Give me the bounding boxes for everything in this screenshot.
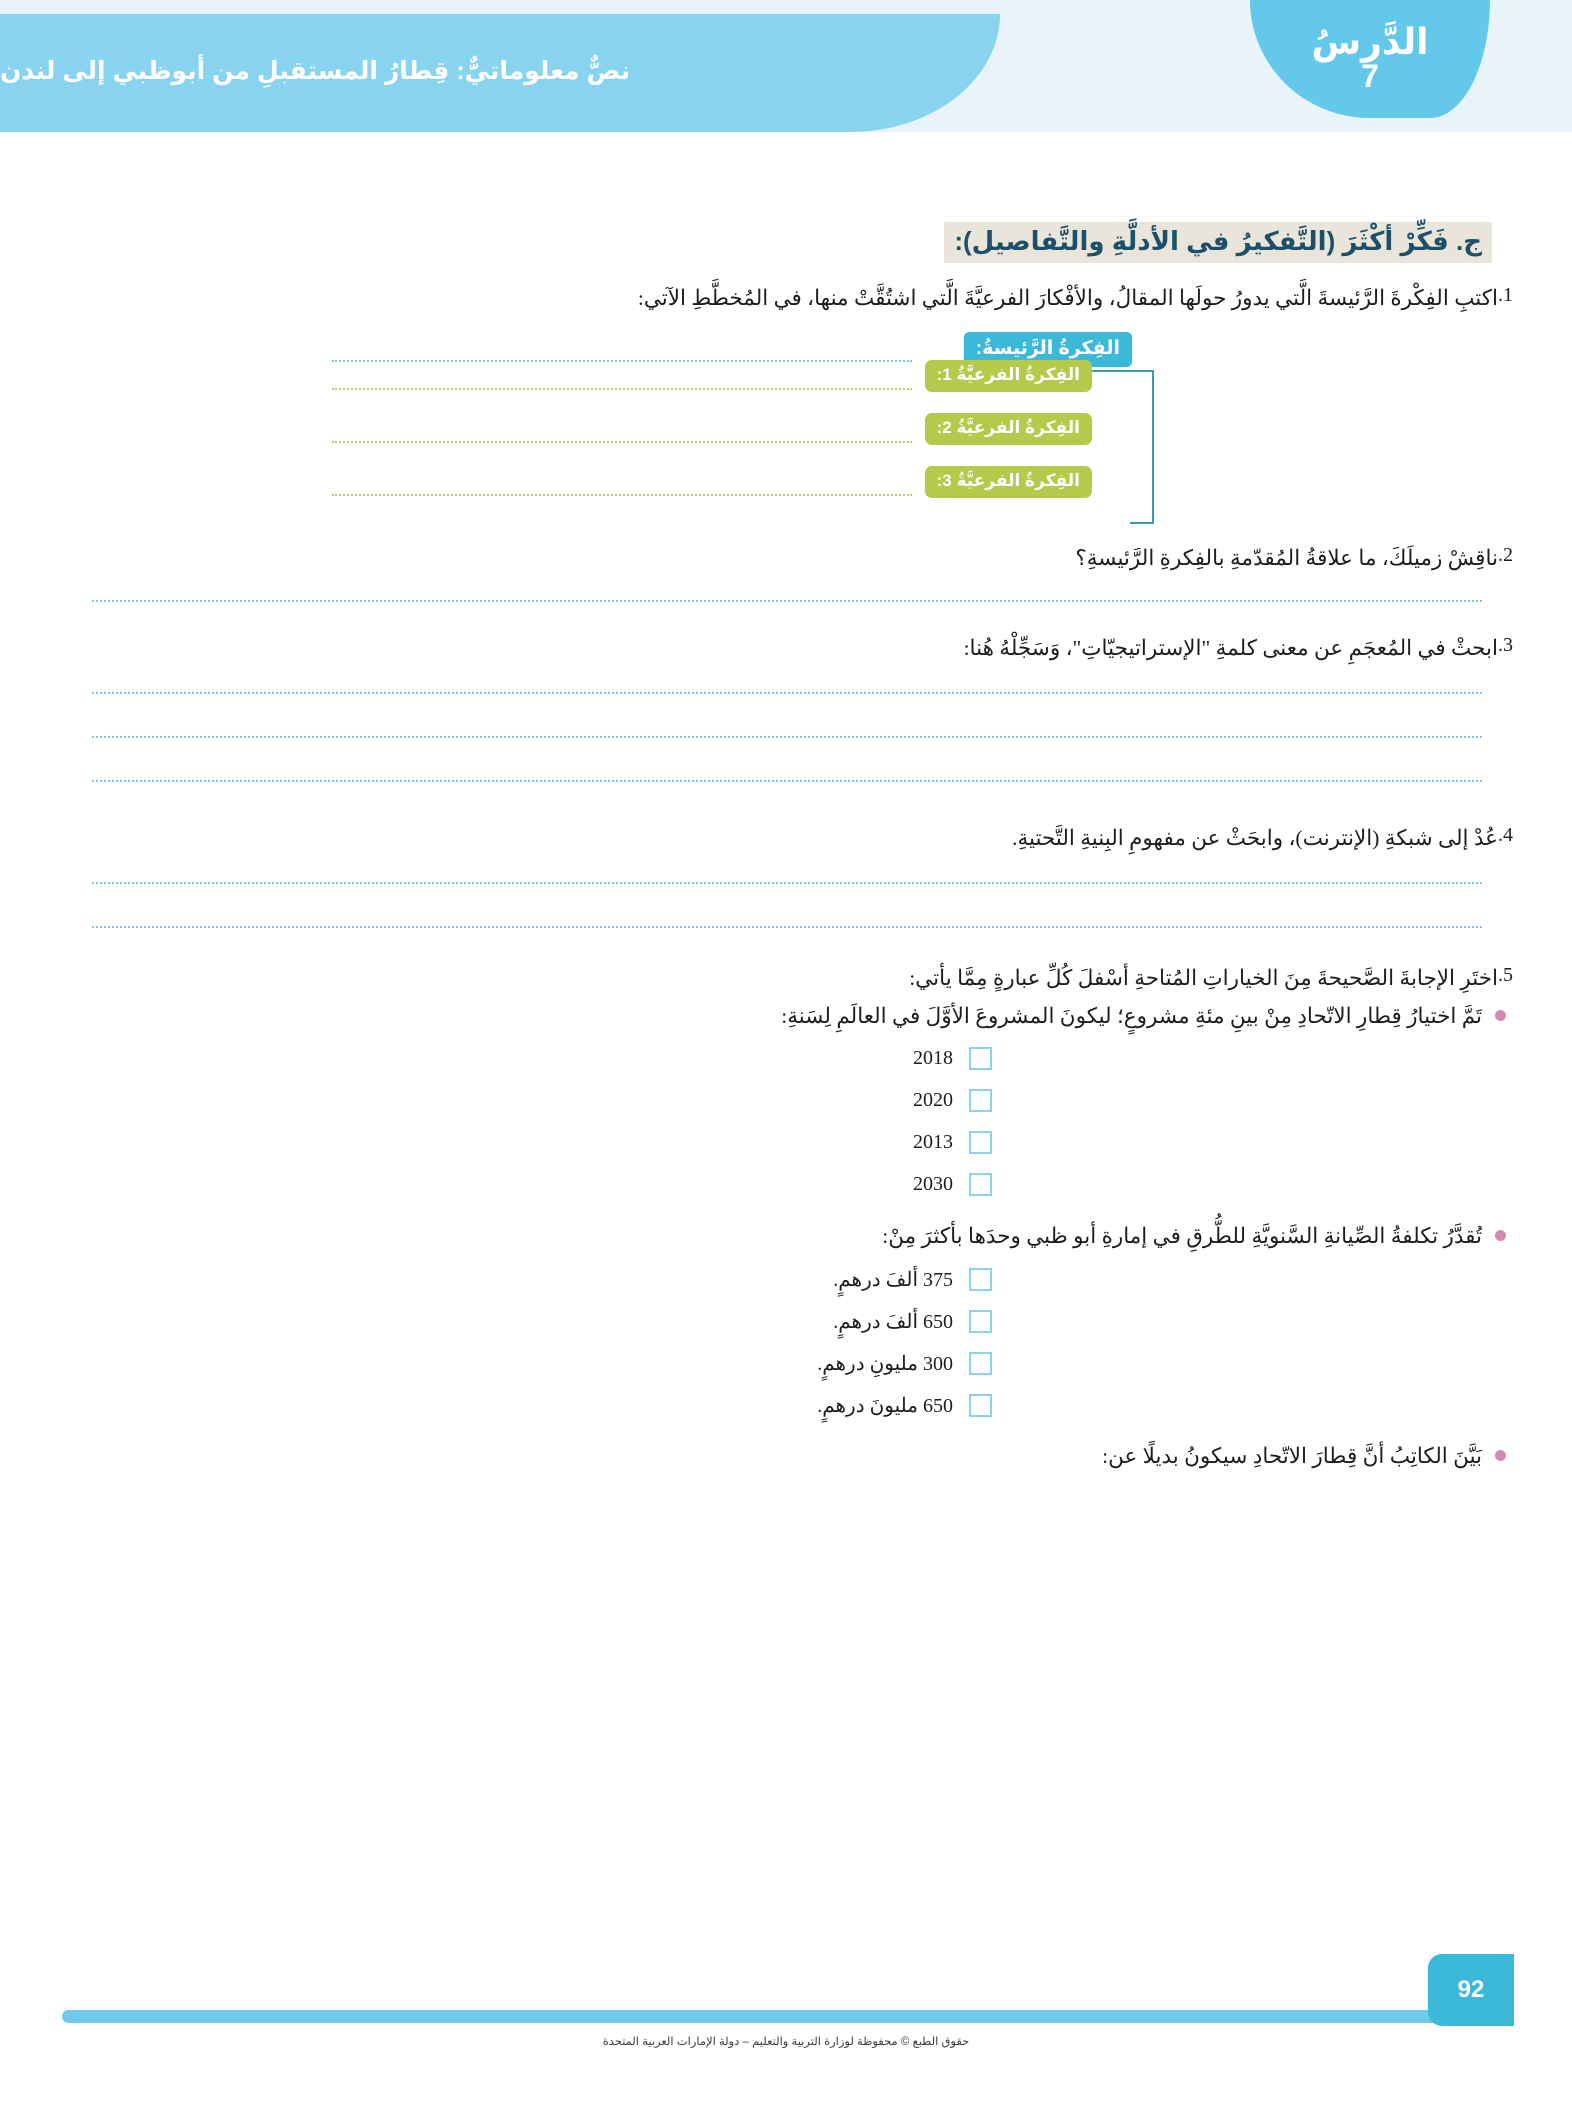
mcq-2-stem: تُقدَّرُ تكلفةُ الصِّيانةِ السَّنويَّةِ … <box>882 1224 1482 1248</box>
mcq-1-option-3[interactable]: 2013 <box>913 1131 992 1154</box>
mcq-1-option-2-label: 2020 <box>913 1089 953 1111</box>
mcq-1-option-2[interactable]: 2020 <box>913 1089 992 1112</box>
sub-idea-3-chip: الفِكرةُ الفرعيَّةُ 3: <box>924 466 1092 498</box>
answer-line-q4-2[interactable] <box>92 926 1482 928</box>
question-5-number: 5. <box>1498 964 1513 986</box>
mcq-1-option-4[interactable]: 2030 <box>913 1173 992 1196</box>
checkbox-icon[interactable] <box>969 1173 992 1196</box>
mcq-2-option-4[interactable]: 650 مليونَ درهمٍ. <box>817 1393 992 1418</box>
mcq-2-option-3[interactable]: 300 مليونِ درهمٍ. <box>817 1351 992 1376</box>
mcq-2-option-1-label: 375 ألفَ درهمٍ. <box>833 1269 953 1291</box>
sub-idea-3-writing-line <box>332 494 912 496</box>
question-4-number: 4. <box>1498 824 1513 846</box>
page-header: نصٌّ معلوماتيٌّ: قِطارُ المستقبلِ من أبو… <box>0 0 1572 132</box>
sub-idea-2-chip: الفِكرةُ الفرعيَّةُ 2: <box>924 413 1092 445</box>
mcq-2-option-3-label: 300 مليونِ درهمٍ. <box>817 1353 953 1375</box>
mcq-1-stem: تَمَّ اختيارُ قِطارِ الاتّحادِ مِنْ بينِ… <box>781 1004 1482 1028</box>
answer-line-q4-1[interactable] <box>92 882 1482 884</box>
page-number-badge: 92 <box>1428 1954 1514 2026</box>
map-connector-bracket <box>1130 370 1154 524</box>
main-idea-writing-line <box>332 360 912 362</box>
checkbox-icon[interactable] <box>969 1352 992 1375</box>
sub-idea-1-chip: الفِكرةُ الفرعيَّةُ 1: <box>924 360 1092 392</box>
header-lesson-title: نصٌّ معلوماتيٌّ: قِطارُ المستقبلِ من أبو… <box>0 57 631 85</box>
question-5: 5. اختَرِ الإجابةَ الصَّحيحةَ مِنَ الخيا… <box>302 962 1532 995</box>
question-1: 1. اكتبِ الفِكْرةَ الرَّئيسةَ الَّتي يدو… <box>302 282 1532 315</box>
question-1-number: 1. <box>1498 284 1513 306</box>
sub-idea-2-writing-line <box>332 441 912 443</box>
lesson-word: الدَّرسُ <box>1311 21 1429 63</box>
map-connector-stem <box>1092 370 1132 372</box>
question-2-text: ناقِشْ زميلَكَ، ما علاقةُ المُقدّمةِ بال… <box>1075 546 1498 570</box>
mcq-1-option-1[interactable]: 2018 <box>913 1047 992 1070</box>
sub-idea-1-writing-line <box>332 388 912 390</box>
section-heading: ج. فَكِّرْ أكْثَرَ (التَّفكيرُ في الأدلَ… <box>944 222 1492 263</box>
answer-line-q2-1[interactable] <box>92 600 1482 602</box>
checkbox-icon[interactable] <box>969 1089 992 1112</box>
mcq-2-bullet <box>1495 1230 1506 1241</box>
answer-line-q3-2[interactable] <box>92 736 1482 738</box>
question-3-number: 3. <box>1498 634 1513 656</box>
question-5-text: اختَرِ الإجابةَ الصَّحيحةَ مِنَ الخيارات… <box>909 966 1498 990</box>
question-4: 4. عُدْ إلى شبكةِ (الإنترنت)، وابحَثْ عن… <box>302 822 1532 855</box>
checkbox-icon[interactable] <box>969 1394 992 1417</box>
mcq-2-option-4-label: 650 مليونَ درهمٍ. <box>817 1395 953 1417</box>
mcq-2-option-2-label: 650 ألفَ درهمٍ. <box>833 1311 953 1333</box>
checkbox-icon[interactable] <box>969 1047 992 1070</box>
question-3-text: ابحثْ في المُعجَمِ عن معنى كلمةِ "الإستر… <box>963 636 1498 660</box>
question-2: 2. ناقِشْ زميلَكَ، ما علاقةُ المُقدّمةِ … <box>302 542 1532 575</box>
page-footer: 92 حقوق الطبع © محفوظة لوزارة التربية وا… <box>0 1954 1572 2125</box>
question-3: 3. ابحثْ في المُعجَمِ عن معنى كلمةِ "الإ… <box>302 632 1532 665</box>
footer-bar <box>62 2010 1442 2023</box>
page-body: ج. فَكِّرْ أكْثَرَ (التَّفكيرُ في الأدلَ… <box>0 132 1572 1992</box>
question-2-number: 2. <box>1498 544 1513 566</box>
checkbox-icon[interactable] <box>969 1310 992 1333</box>
question-4-text: عُدْ إلى شبكةِ (الإنترنت)، وابحَثْ عن مف… <box>1012 826 1498 850</box>
mcq-1-option-1-label: 2018 <box>913 1047 953 1069</box>
checkbox-icon[interactable] <box>969 1131 992 1154</box>
answer-line-q3-1[interactable] <box>92 692 1482 694</box>
mcq-2-option-2[interactable]: 650 ألفَ درهمٍ. <box>833 1309 992 1334</box>
copyright-note: حقوق الطبع © محفوظة لوزارة التربية والتع… <box>602 2036 970 2048</box>
mcq-1-option-4-label: 2030 <box>913 1173 953 1195</box>
mcq-1-bullet <box>1495 1010 1506 1021</box>
header-blue-band <box>0 14 1000 132</box>
answer-line-q3-3[interactable] <box>92 780 1482 782</box>
lesson-tab-content: الدَّرسُ 7 <box>1250 0 1490 118</box>
mcq-2-option-1[interactable]: 375 ألفَ درهمٍ. <box>833 1267 992 1292</box>
mcq-3-bullet <box>1495 1450 1506 1461</box>
checkbox-icon[interactable] <box>969 1268 992 1291</box>
question-1-text: اكتبِ الفِكْرةَ الرَّئيسةَ الَّتي يدورُ … <box>637 286 1498 310</box>
lesson-number: 7 <box>1361 58 1379 95</box>
mcq-3-stem: بَيَّنَ الكاتِبُ أنَّ قِطارَ الاتّحادِ س… <box>1102 1444 1482 1468</box>
mcq-1-option-3-label: 2013 <box>913 1131 953 1153</box>
